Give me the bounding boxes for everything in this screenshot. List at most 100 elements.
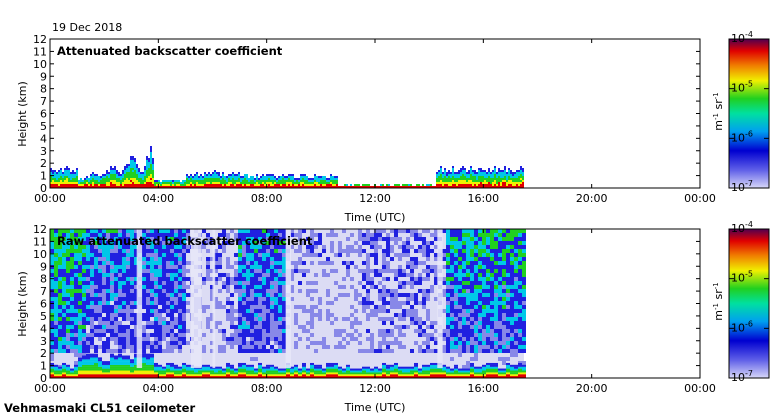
heatmap-cell	[402, 372, 406, 375]
heatmap-cell	[316, 186, 318, 188]
heatmap-cell	[74, 345, 78, 349]
heatmap-cell	[482, 337, 486, 341]
heatmap-cell	[474, 229, 478, 233]
heatmap-cell	[512, 186, 514, 188]
heatmap-cell	[138, 176, 140, 178]
heatmap-cell	[186, 370, 190, 373]
heatmap-cell	[122, 376, 126, 378]
heatmap-cell	[294, 249, 298, 253]
heatmap-cell	[270, 237, 274, 241]
heatmap-cell	[230, 374, 234, 377]
heatmap-cell	[208, 186, 210, 188]
heatmap-cell	[278, 241, 282, 245]
heatmap-cell	[478, 261, 482, 265]
heatmap-cell	[170, 301, 174, 305]
heatmap-cell	[126, 289, 130, 293]
heatmap-cell	[350, 249, 354, 253]
heatmap-cell	[360, 186, 362, 188]
heatmap-cell	[262, 366, 266, 369]
heatmap-cell	[482, 170, 484, 172]
heatmap-cell	[138, 376, 142, 378]
heatmap-cell	[74, 249, 78, 253]
heatmap-cell	[96, 180, 98, 182]
heatmap-cell	[70, 269, 74, 273]
heatmap-cell	[270, 249, 274, 253]
heatmap-cell	[160, 186, 162, 188]
heatmap-cell	[402, 245, 406, 249]
heatmap-cell	[130, 297, 134, 301]
heatmap-cell	[126, 273, 130, 277]
heatmap-cell	[78, 341, 82, 345]
heatmap-cell	[126, 178, 128, 180]
heatmap-cell	[482, 249, 486, 253]
heatmap-cell	[64, 184, 66, 186]
heatmap-cell	[92, 172, 94, 174]
heatmap-cell	[102, 245, 106, 249]
heatmap-cell	[152, 182, 154, 184]
heatmap-cell	[72, 180, 74, 182]
heatmap-cell	[136, 178, 138, 180]
heatmap-cell	[326, 317, 330, 321]
heatmap-cell	[118, 309, 122, 313]
heatmap-cell	[262, 184, 264, 186]
heatmap-cell	[302, 366, 306, 369]
heatmap-cell	[126, 184, 128, 186]
heatmap-cell	[150, 269, 154, 273]
heatmap-cell	[414, 297, 418, 301]
heatmap-cell	[238, 174, 240, 176]
heatmap-cell	[238, 374, 242, 377]
heatmap-cell	[238, 253, 242, 257]
heatmap-cell	[162, 309, 166, 313]
heatmap-cell	[126, 345, 130, 349]
heatmap-cell	[178, 285, 182, 289]
heatmap-cell	[232, 184, 234, 186]
heatmap-cell	[74, 364, 78, 367]
heatmap-cell	[434, 265, 438, 269]
heatmap-cell	[66, 170, 68, 172]
heatmap-cell	[422, 253, 426, 257]
heatmap-cell	[98, 178, 100, 180]
heatmap-cell	[142, 361, 146, 364]
heatmap-cell	[374, 237, 378, 241]
heatmap-cell	[270, 178, 272, 180]
heatmap-cell	[282, 182, 284, 184]
heatmap-cell	[72, 184, 74, 186]
heatmap-cell	[170, 341, 174, 345]
heatmap-cell	[90, 370, 94, 373]
heatmap-cell	[162, 325, 166, 329]
heatmap-cell	[326, 289, 330, 293]
heatmap-cell	[362, 366, 366, 369]
heatmap-cell	[220, 180, 222, 182]
heatmap-cell	[518, 170, 520, 172]
heatmap-cell	[270, 325, 274, 329]
heatmap-cell	[58, 273, 62, 277]
heatmap-cell	[178, 301, 182, 305]
heatmap-cell	[274, 273, 278, 277]
heatmap-cell	[342, 249, 346, 253]
heatmap-cell	[182, 370, 186, 373]
heatmap-cell	[206, 186, 208, 188]
heatmap-cell	[90, 253, 94, 257]
heatmap-cell	[454, 186, 456, 188]
heatmap-cell	[142, 366, 146, 369]
heatmap-cell	[274, 321, 278, 325]
heatmap-cell	[62, 313, 66, 317]
heatmap-cell	[478, 253, 482, 257]
heatmap-cell	[170, 289, 174, 293]
heatmap-cell	[502, 178, 504, 180]
heatmap-cell	[394, 341, 398, 345]
heatmap-cell	[186, 376, 190, 378]
heatmap-cell	[130, 174, 132, 176]
heatmap-cell	[374, 241, 378, 245]
heatmap-cell	[522, 180, 524, 182]
heatmap-cell	[470, 269, 474, 273]
heatmap-cell	[362, 372, 366, 375]
heatmap-cell	[162, 269, 166, 273]
heatmap-cell	[122, 362, 126, 365]
heatmap-cell	[320, 186, 322, 188]
heatmap-cell	[54, 313, 58, 317]
heatmap-cell	[86, 253, 90, 257]
heatmap-cell	[442, 329, 446, 333]
heatmap-cell	[150, 333, 154, 337]
heatmap-cell	[290, 245, 294, 249]
